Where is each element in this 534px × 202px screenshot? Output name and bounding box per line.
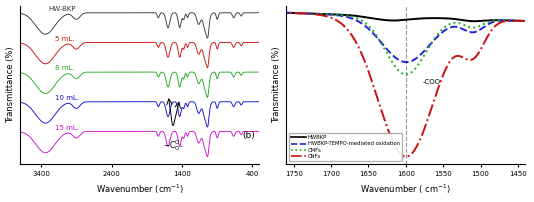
CMFs [391,64,398,67]
CNFs [482,40,489,42]
Y-axis label: Transmittance (%): Transmittance (%) [5,46,14,123]
HWBKP [472,20,478,22]
Line: HWBKP-TEMPO-mediated oxidation: HWBKP-TEMPO-mediated oxidation [286,13,525,62]
Line: CMFs: CMFs [286,13,525,74]
Text: -COO: -COO [422,79,440,84]
X-axis label: Wavenumber (cm$^{-1}$): Wavenumber (cm$^{-1}$) [96,183,184,196]
Line: CNFs: CNFs [286,13,525,157]
HWBKP-TEMPO-mediated oxidation [442,29,448,32]
CNFs [403,156,409,158]
HWBKP-TEMPO-mediated oxidation [491,21,497,23]
CNFs [391,144,398,146]
HWBKP-TEMPO-mediated oxidation [522,20,529,22]
Legend: HWBKP, HWBKP-TEMPO-mediated oxidation, CMFs, CNFs: HWBKP, HWBKP-TEMPO-mediated oxidation, C… [289,133,402,161]
CMFs [522,20,529,22]
HWBKP-TEMPO-mediated oxidation [403,61,410,63]
HWBKP [522,20,529,22]
Text: 15 mL.: 15 mL. [56,125,79,130]
HWBKP-TEMPO-mediated oxidation [283,12,289,14]
CNFs [283,12,289,14]
HWBKP [391,19,398,22]
HWBKP-TEMPO-mediated oxidation [391,56,398,58]
CMFs [283,12,289,14]
HWBKP [482,19,489,22]
X-axis label: Wavenumber ( cm$^{-1}$): Wavenumber ( cm$^{-1}$) [360,183,451,196]
Text: $-$C$\mathdefault{^O_{O^-}}$: $-$C$\mathdefault{^O_{O^-}}$ [163,138,185,153]
CNFs [419,135,425,137]
HWBKP-TEMPO-mediated oxidation [482,25,489,27]
HWBKP-TEMPO-mediated oxidation [396,59,403,62]
HWBKP-TEMPO-mediated oxidation [419,52,425,55]
CNFs [491,26,497,29]
CMFs [396,70,403,73]
Text: (b): (b) [242,131,255,140]
CMFs [419,58,425,61]
HWBKP [491,19,497,21]
HWBKP [418,17,425,20]
CMFs [491,19,497,22]
Text: 5 mL.: 5 mL. [56,36,75,42]
HWBKP [283,12,289,14]
Text: HW-BKP: HW-BKP [48,6,76,12]
CMFs [482,22,489,24]
CNFs [396,152,403,154]
CMFs [442,26,448,28]
Text: 8 mL.: 8 mL. [56,65,75,71]
CNFs [522,20,529,22]
Text: 10 mL.: 10 mL. [56,95,80,101]
HWBKP [396,19,403,22]
HWBKP [442,17,448,20]
Line: HWBKP: HWBKP [286,13,525,21]
Y-axis label: Transmittance (%): Transmittance (%) [272,46,281,123]
CMFs [403,73,410,76]
CNFs [442,70,448,72]
